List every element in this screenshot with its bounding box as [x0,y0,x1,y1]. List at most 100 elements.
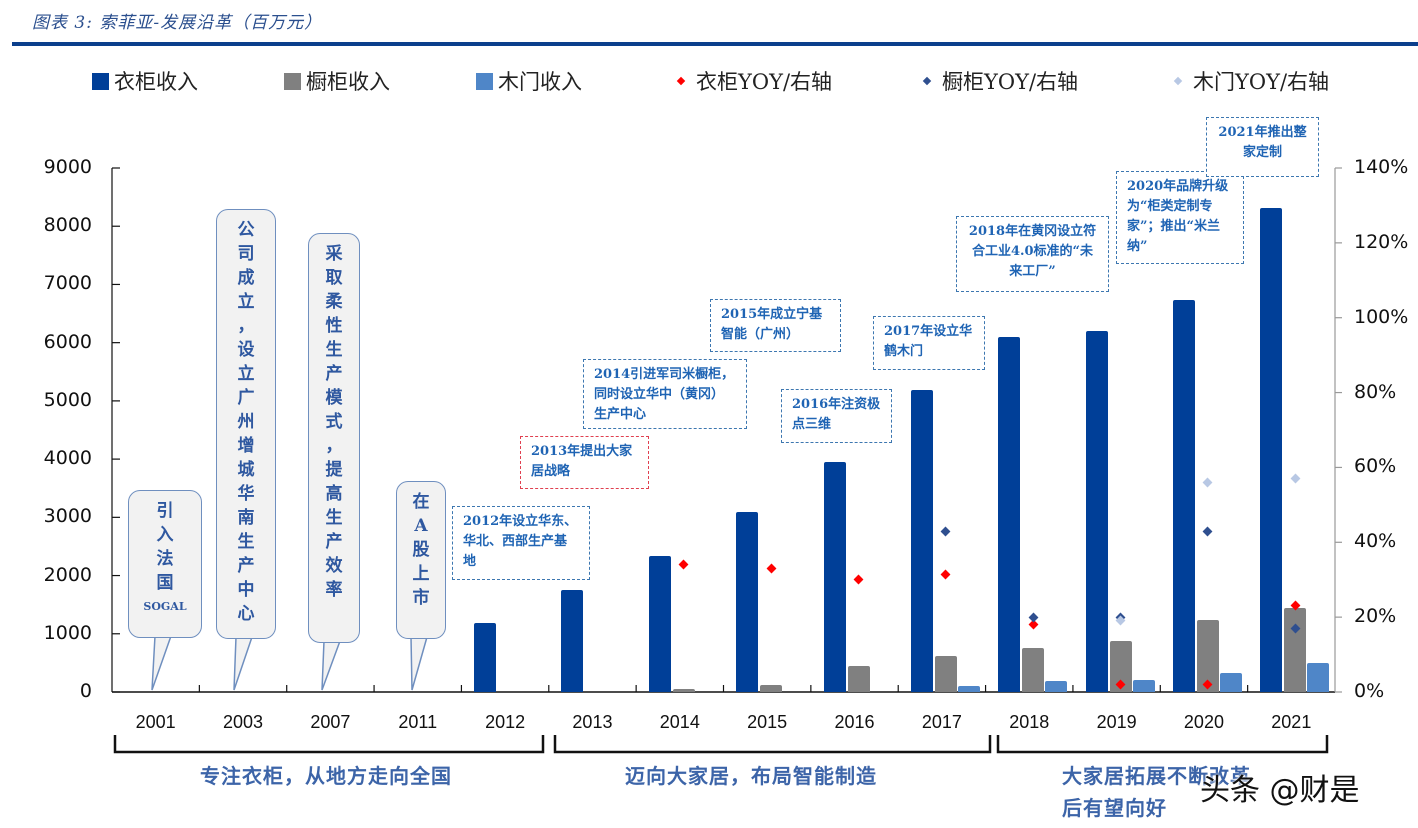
bubble-char: 增 [237,436,255,456]
left-axis-tick-label: 2000 [43,563,92,586]
bar-wardrobe [474,623,497,692]
x-axis-label: 2001 [135,712,176,732]
bubble-char: 采 [325,244,343,264]
bubble-char: 高 [325,484,343,504]
milestone-note-2021: 2021年推出整家定制 [1206,117,1319,177]
milestone-note-2012: 2012年设立华东、华北、西部生产基地 [452,506,590,580]
bubble-char: 公 [237,220,255,240]
bubble-char: 市 [412,588,430,608]
legend-label: 衣柜收入 [114,70,198,94]
x-axis-label: 2021 [1271,712,1312,732]
milestone-note-2018: 2018年在黄冈设立符合工业4.0标准的“未来工厂” [956,216,1109,292]
bubble-char: 股 [412,540,430,560]
bubble-char: 中 [237,580,255,600]
milestone-note-2015: 2015年成立宁基智能（广州） [710,299,841,352]
left-axis-tick-label: 4000 [43,447,92,470]
x-axis-label: 2017 [921,712,962,732]
era-label-1: 专注衣柜，从地方走向全国 [200,764,452,788]
title-rule [12,42,1418,46]
bar-cabinet [1284,608,1307,692]
bubble-char: 性 [325,316,343,336]
bar-cabinet [760,684,783,692]
left-axis-tick-label: 1000 [43,621,92,644]
legend-swatch [92,72,109,90]
bubble-char: 法 [156,549,174,569]
bubble-char: 生 [325,508,343,528]
callout-tail [321,640,341,691]
callout-tail [233,636,253,691]
bar-door [1132,680,1155,692]
right-axis-tick-label: 120% [1354,230,1409,253]
bubble-char: 南 [237,508,255,528]
callout-tail [410,636,428,691]
x-axis-label: 2015 [747,712,788,732]
era-label-3: 大家居拓展不断改革后有望向好 [1062,764,1251,820]
milestone-note-2020: 2020年品牌升级为“柜类定制专家”；推出“米兰纳” [1116,171,1244,264]
right-axis-tick-label: 40% [1354,530,1397,553]
bubble-char: 生 [325,340,343,360]
bar-cabinet [1022,648,1045,692]
bubble-char: 生 [237,532,255,552]
legend-label: 衣柜YOY/右轴 [696,70,833,94]
legend-label: 木门YOY/右轴 [1193,70,1330,94]
bubble-char: 州 [237,412,255,432]
legend-item: 衣柜YOY/右轴 [676,66,833,96]
left-axis-tick-label: 7000 [43,272,92,295]
x-axis-label: 2007 [310,712,351,732]
bar-door [1219,673,1242,692]
bubble-char: 司 [237,244,255,264]
bar-wardrobe [648,556,671,692]
x-axis-label: 2011 [398,712,438,732]
bar-wardrobe [823,462,846,692]
bar-cabinet [847,666,870,692]
legend-swatch [284,72,301,90]
bubble-char: 广 [237,388,255,408]
bubble-char: 模 [325,388,343,408]
milestone-note-2017: 2017年设立华鹤木门 [873,316,985,370]
bubble-char: 提 [325,460,343,480]
bar-door [957,686,980,692]
bar-cabinet [672,689,695,692]
milestone-note-2016: 2016年注资极点三维 [781,389,892,443]
legend: 衣柜收入 橱柜收入 木门收入 衣柜YOY/右轴 橱柜YOY/右轴 木门YOY/右轴 [0,66,1418,96]
era-bracket [113,735,545,754]
milestone-note-2014: 2014引进军司米橱柜，同时设立华中（黄冈）生产中心 [583,359,747,429]
x-axis-label: 2018 [1009,712,1050,732]
bubble-char: ， [325,436,343,456]
bar-cabinet [1196,619,1219,692]
bubble-extra: SOGAL [143,600,187,613]
right-axis-tick-label: 0% [1354,680,1385,702]
bar-cabinet [934,655,957,692]
bubble-char: A [414,516,428,536]
x-axis-label: 2014 [659,712,700,732]
era-bracket [553,735,992,754]
legend-item: 橱柜收入 [284,66,390,96]
legend-item: 木门收入 [476,66,582,96]
right-axis-tick-label: 140% [1354,156,1409,178]
bar-wardrobe [1172,300,1195,692]
legend-item: 橱柜YOY/右轴 [922,66,1079,96]
bubble-char: 率 [325,580,343,600]
bar-door [1307,662,1330,692]
bubble-char: 柔 [325,292,343,312]
bar-wardrobe [910,389,933,692]
bubble-char: 立 [237,292,255,312]
bar-wardrobe [1260,208,1283,692]
bubble-char: 引 [156,501,174,521]
bubble-char: 成 [237,268,255,288]
bubble-char: 入 [156,525,174,545]
legend-item: 衣柜收入 [92,66,198,96]
left-axis-tick-label: 8000 [43,214,92,237]
legend-item: 木门YOY/右轴 [1173,66,1330,96]
x-axis-label: 2013 [572,712,613,732]
bubble-char: 心 [237,604,255,624]
left-axis-tick-label: 0 [79,680,92,702]
bar-wardrobe [561,590,584,692]
left-axis-tick-label: 5000 [43,388,92,411]
legend-label: 橱柜YOY/右轴 [942,70,1079,94]
bar-door [1045,680,1068,692]
era-bracket [996,735,1329,754]
watermark: 头条 @财是 [1200,773,1360,808]
